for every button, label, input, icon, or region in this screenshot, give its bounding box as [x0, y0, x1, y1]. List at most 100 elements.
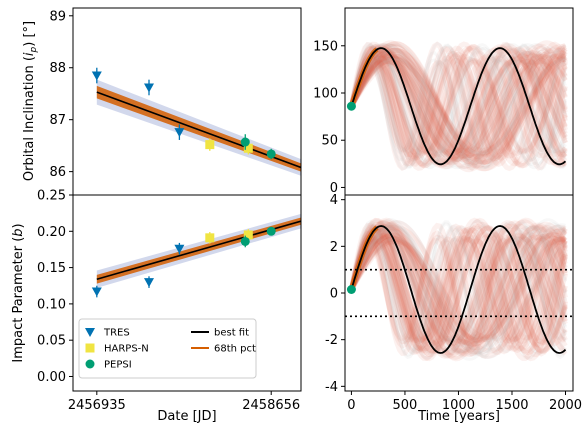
ensemble-line — [348, 227, 568, 352]
ensemble-line — [349, 232, 568, 347]
panel-inclination-evolution: 0 50 100 150 — [313, 7, 574, 196]
impact-y-label: Impact Parameter (b) — [11, 223, 26, 362]
ensemble-line — [349, 53, 568, 159]
panel-impact-evolution: -4 -2 0 2 4 0 500 1000 1500 2000 Time [years] — [325, 193, 582, 424]
ensemble-line — [349, 238, 567, 341]
ensemble-line — [349, 43, 567, 170]
ensemble-line — [350, 224, 567, 355]
ensemble-line — [348, 225, 568, 354]
y-tick-label: 2 — [330, 240, 338, 255]
ensemble-line — [348, 45, 568, 168]
data-point-tres — [91, 71, 102, 81]
best-fit-curve — [350, 47, 567, 166]
inclination-ensemble-lines — [348, 40, 568, 173]
ensemble-line — [348, 43, 568, 169]
data-point-tres — [144, 83, 154, 93]
legend-label: PEPSI — [104, 360, 132, 371]
panel-inclination: 86 87 88 89 Orbital Inclination (ip) [°] — [22, 7, 302, 196]
data-point-harps-n — [205, 233, 215, 243]
ensemble-line — [349, 219, 567, 360]
y-tick-label: 0.25 — [37, 189, 66, 204]
y-tick-label: 87 — [49, 113, 66, 128]
ensemble-line — [349, 43, 567, 170]
ensemble-line — [349, 49, 568, 163]
ensemble-line — [349, 50, 567, 162]
y-tick-label: 100 — [313, 87, 338, 102]
inclination-y-ticks: 86 87 88 89 — [49, 9, 73, 180]
ensemble-line — [350, 59, 567, 154]
ensemble-line — [349, 236, 568, 343]
ensemble-line — [349, 43, 568, 169]
ensemble-line — [349, 217, 568, 362]
ensemble-line — [350, 228, 567, 351]
impact-evolution-best-fit — [350, 225, 567, 354]
y-tick-label: -2 — [325, 333, 338, 348]
legend-box — [78, 318, 257, 379]
time-x-label: Time [years] — [417, 409, 500, 424]
ensemble-line — [349, 57, 567, 155]
ensemble-line — [349, 231, 568, 348]
ensemble-line — [348, 235, 568, 344]
ensemble-line — [349, 58, 567, 154]
ensemble-line — [348, 45, 567, 167]
ensemble-line — [349, 58, 568, 154]
ensemble-line — [349, 234, 568, 345]
y-tick-label: 88 — [49, 61, 66, 76]
ensemble-line — [349, 47, 568, 166]
transit-limit-lines — [345, 268, 573, 318]
ensemble-line — [350, 223, 566, 356]
ensemble-line — [348, 41, 568, 172]
impact-ensemble-lines — [348, 217, 568, 362]
x-tick-label: 2458656 — [242, 398, 300, 413]
ensemble-line — [349, 237, 568, 342]
legend-handle — [85, 328, 95, 337]
legend-label: 68th pct — [214, 344, 256, 355]
data-point-pepsi — [240, 137, 250, 147]
ensemble-line — [349, 56, 566, 156]
data-point-pepsi — [266, 226, 276, 236]
ensemble-line — [348, 46, 567, 167]
ensemble-line — [348, 224, 568, 355]
y-tick-label: 0.05 — [37, 334, 66, 349]
ensemble-line — [348, 43, 568, 169]
ensemble-line — [349, 233, 568, 346]
ensemble-line — [349, 52, 568, 161]
ensemble-line — [349, 54, 568, 159]
ensemble-line — [350, 236, 567, 343]
ensemble-line — [349, 232, 568, 347]
ensemble-line — [349, 233, 568, 346]
ensemble-line — [349, 53, 568, 160]
data-point-pepsi — [240, 236, 250, 246]
y-tick-label: 4 — [330, 193, 338, 208]
inclination-data-points — [91, 67, 276, 160]
ensemble-line — [349, 221, 567, 358]
date-x-label: Date [JD] — [157, 409, 216, 424]
ensemble-line — [349, 224, 567, 355]
ensemble-line — [349, 50, 567, 162]
y-tick-label: 50 — [321, 134, 338, 149]
ensemble-line — [349, 44, 567, 169]
x-tick-label: 1000 — [442, 398, 475, 413]
ensemble-line — [349, 56, 568, 156]
ensemble-line — [349, 42, 568, 170]
legend: TRES HARPS-N PEPSI best fit 68th pct — [78, 318, 257, 379]
legend-label: HARPS-N — [104, 344, 149, 355]
ensemble-line — [349, 41, 567, 171]
ensemble-line — [349, 225, 568, 354]
ensemble-line — [349, 237, 567, 342]
x-tick-label: 1500 — [495, 398, 528, 413]
impact-x-ticks: 2456935 2458656 — [68, 391, 300, 413]
ensemble-line — [349, 231, 568, 348]
ensemble-line — [348, 53, 568, 160]
ensemble-line — [349, 225, 567, 354]
y-tick-label: 0 — [330, 181, 338, 196]
ensemble-line — [349, 55, 568, 157]
impact-axes-frame — [72, 194, 302, 392]
y-tick-label: 0.10 — [37, 297, 66, 312]
ensemble-line — [349, 219, 568, 360]
ensemble-line — [349, 49, 568, 163]
ensemble-line — [349, 218, 567, 361]
ensemble-line — [350, 42, 567, 170]
x-tick-label: 500 — [393, 398, 418, 413]
